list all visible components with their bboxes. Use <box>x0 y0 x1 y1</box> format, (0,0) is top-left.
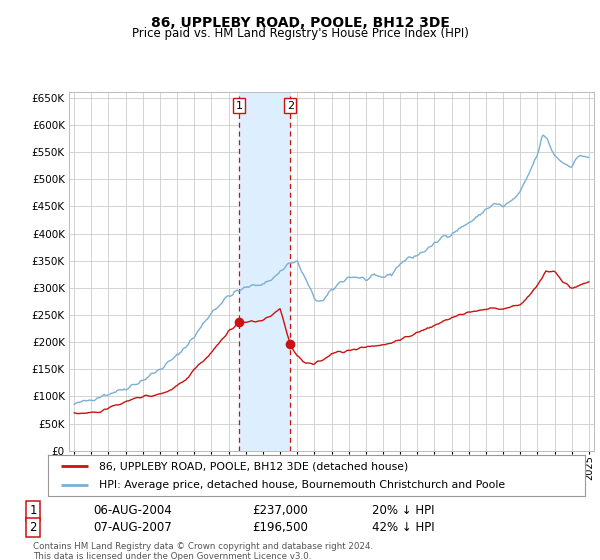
Text: £237,000: £237,000 <box>252 504 308 517</box>
Text: 07-AUG-2007: 07-AUG-2007 <box>93 521 172 534</box>
Text: 1: 1 <box>235 101 242 111</box>
Text: Contains HM Land Registry data © Crown copyright and database right 2024.
This d: Contains HM Land Registry data © Crown c… <box>33 542 373 560</box>
Text: Price paid vs. HM Land Registry's House Price Index (HPI): Price paid vs. HM Land Registry's House … <box>131 27 469 40</box>
Text: 42% ↓ HPI: 42% ↓ HPI <box>372 521 434 534</box>
Text: 20% ↓ HPI: 20% ↓ HPI <box>372 504 434 517</box>
Text: 86, UPPLEBY ROAD, POOLE, BH12 3DE (detached house): 86, UPPLEBY ROAD, POOLE, BH12 3DE (detac… <box>99 461 408 471</box>
Text: 1: 1 <box>29 504 37 517</box>
Bar <box>239 92 290 451</box>
Text: 86, UPPLEBY ROAD, POOLE, BH12 3DE: 86, UPPLEBY ROAD, POOLE, BH12 3DE <box>151 16 449 30</box>
Text: 2: 2 <box>287 101 294 111</box>
Text: 06-AUG-2004: 06-AUG-2004 <box>93 504 172 517</box>
Text: £196,500: £196,500 <box>252 521 308 534</box>
Text: HPI: Average price, detached house, Bournemouth Christchurch and Poole: HPI: Average price, detached house, Bour… <box>99 480 505 489</box>
Text: 2: 2 <box>29 521 37 534</box>
